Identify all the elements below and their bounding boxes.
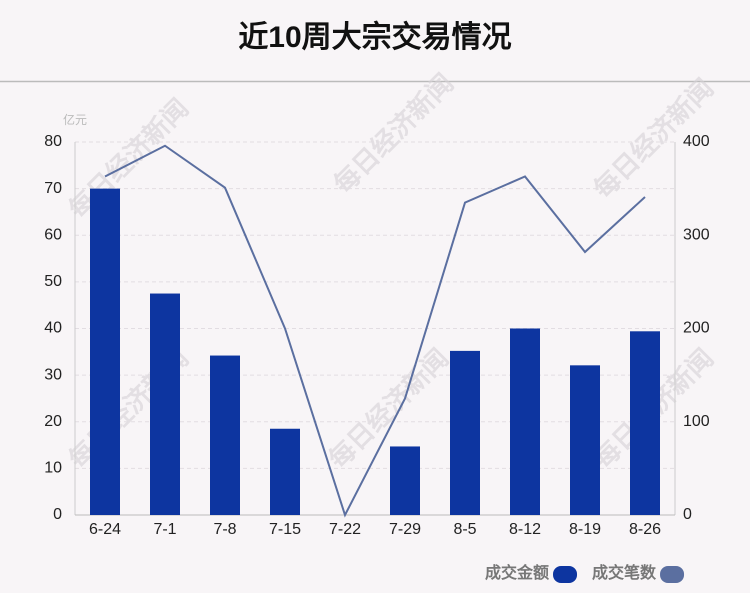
x-tick-label: 7-22 bbox=[329, 521, 361, 538]
y2-tick-label: 0 bbox=[683, 506, 692, 523]
x-tick-label: 7-15 bbox=[269, 521, 301, 538]
legend-swatch bbox=[553, 566, 578, 583]
y-tick-label: 60 bbox=[44, 226, 62, 243]
bar bbox=[150, 293, 180, 515]
y-tick-label: 80 bbox=[44, 133, 62, 150]
x-tick-label: 7-29 bbox=[389, 521, 421, 538]
bar bbox=[570, 365, 600, 515]
y2-tick-label: 400 bbox=[683, 133, 710, 150]
x-tick-label: 8-12 bbox=[509, 521, 541, 538]
bar bbox=[450, 350, 480, 515]
bar bbox=[510, 328, 540, 515]
x-tick-label: 8-5 bbox=[453, 521, 476, 538]
legend-label: 成交笔数 bbox=[592, 563, 657, 582]
x-tick-label: 8-19 bbox=[569, 521, 601, 538]
y-tick-label: 50 bbox=[44, 273, 62, 290]
x-tick-label: 7-8 bbox=[213, 521, 236, 538]
header bbox=[0, 0, 750, 82]
bar bbox=[210, 355, 240, 515]
x-tick-label: 6-24 bbox=[89, 521, 121, 538]
y2-tick-label: 100 bbox=[683, 413, 710, 430]
watermark: 每日经济新闻 bbox=[328, 68, 460, 200]
legend-label: 成交金额 bbox=[485, 563, 549, 582]
bar bbox=[270, 428, 300, 515]
bar bbox=[90, 188, 120, 515]
y-tick-label: 30 bbox=[44, 366, 62, 383]
y-tick-label: 40 bbox=[44, 320, 62, 337]
y-axis-unit: 亿元 bbox=[63, 112, 87, 127]
watermark: 每日经济新闻 bbox=[323, 343, 455, 475]
y-tick-label: 10 bbox=[44, 460, 62, 477]
y-tick-label: 0 bbox=[53, 506, 62, 523]
y2-tick-label: 300 bbox=[683, 226, 710, 243]
line bbox=[104, 144, 646, 518]
y-tick-label: 70 bbox=[44, 180, 62, 197]
y2-tick-label: 200 bbox=[683, 320, 710, 337]
x-tick-label: 7-1 bbox=[153, 521, 176, 538]
chart-title: 近10周大宗交易情况 bbox=[238, 20, 511, 54]
legend-swatch bbox=[660, 566, 685, 583]
x-tick-label: 8-26 bbox=[629, 521, 661, 538]
bar bbox=[390, 446, 420, 515]
bar bbox=[630, 331, 660, 515]
y-tick-label: 20 bbox=[44, 413, 62, 430]
